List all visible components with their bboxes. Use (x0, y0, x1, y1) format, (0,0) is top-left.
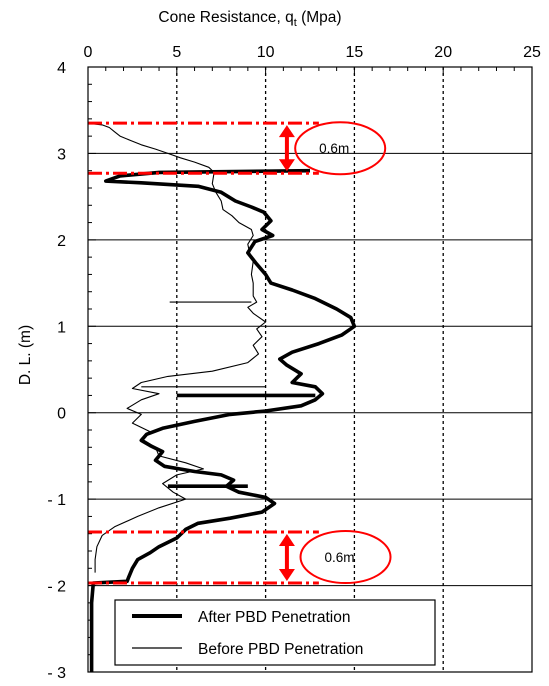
legend-box (114, 599, 436, 666)
chart-title: Cone Resistance, qt (Mpa) (158, 9, 341, 29)
y-tick-labels: 4 3 2 1 0 - 1 - 2 - 3 (47, 60, 66, 682)
legend: After PBD Penetration Before PBD Penetra… (114, 599, 436, 666)
x-tick-label: 10 (257, 44, 275, 61)
y-tick-label: 0 (57, 406, 66, 423)
annotation-ellipse (299, 530, 392, 585)
series-line-before (87, 122, 267, 573)
x-tick-label: 15 (346, 44, 364, 61)
data-series (87, 122, 357, 672)
annotation-arrowhead-down (278, 159, 295, 172)
annotation-arrowhead-up (278, 533, 295, 546)
x-tick-label: 20 (434, 44, 452, 61)
legend-label-before: Before PBD Penetration (198, 641, 363, 658)
annotation-layer: 0.6m 0.6m (88, 121, 392, 585)
plot-frame (87, 66, 533, 673)
y-tick-label: 1 (57, 319, 66, 336)
x-tick-label: 5 (172, 44, 181, 61)
chart-title-units: (Mpa) (297, 9, 342, 26)
annotation-ellipse (294, 121, 387, 176)
y-axis-label: D. L. (m) (17, 325, 34, 385)
annotation-label: 0.6m (319, 141, 349, 156)
series-line-after (89, 168, 357, 672)
y-tick-label: - 2 (47, 579, 66, 596)
chart-title-main: Cone Resistance, q (158, 9, 293, 26)
y-tick-label: 4 (57, 60, 66, 77)
chart-title-subscript: t (294, 17, 297, 29)
x-tick-labels: 0 5 10 15 20 25 (84, 44, 541, 61)
y-tick-label: 2 (57, 233, 66, 250)
y-tick-label: 3 (57, 146, 66, 163)
annotation-arrowhead-up (278, 125, 295, 138)
annotation-label: 0.6m (325, 550, 355, 565)
x-tick-label: 0 (84, 44, 93, 61)
y-tick-label: - 3 (47, 665, 66, 682)
annotation-arrowhead-down (278, 568, 295, 581)
axis-ticks (87, 66, 533, 673)
legend-label-after: After PBD Penetration (198, 609, 351, 626)
plot-grid (88, 67, 532, 672)
y-tick-label: - 1 (47, 492, 66, 509)
x-tick-label: 25 (523, 44, 541, 61)
